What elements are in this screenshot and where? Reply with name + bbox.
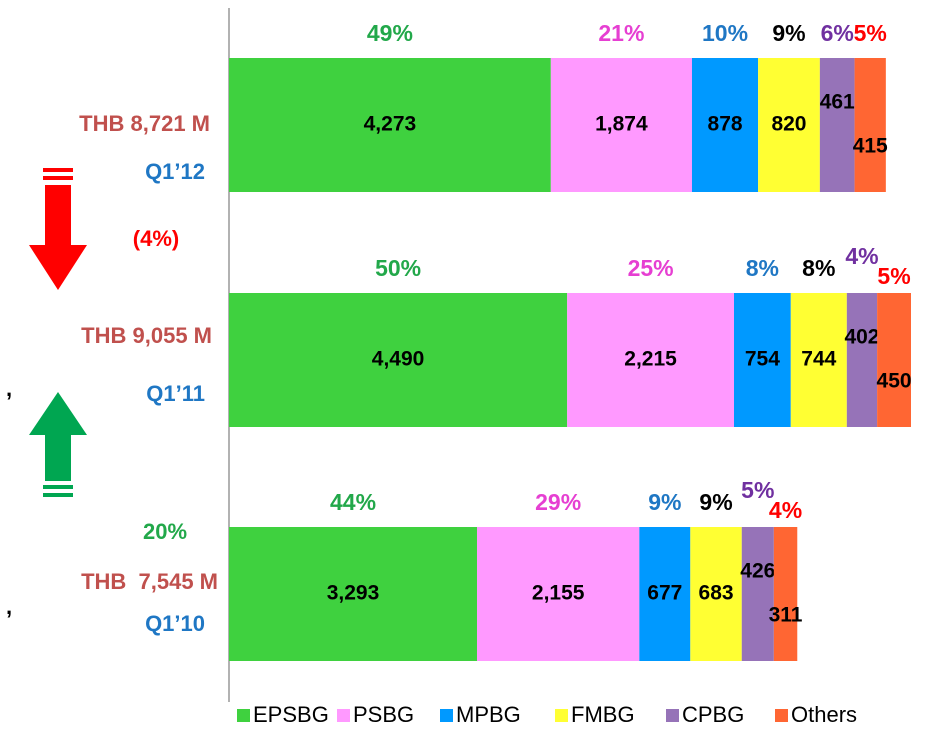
- bar-segment: [846, 293, 878, 427]
- annotation: THB 8,721 M: [79, 111, 210, 136]
- annotation: 20%: [143, 519, 187, 544]
- value-label: 683: [699, 582, 734, 605]
- legend-label: FMBG: [571, 702, 635, 727]
- percent-label: 8%: [802, 255, 835, 281]
- up-arrow: [29, 392, 87, 497]
- bar-segment: [567, 293, 735, 427]
- bar-segment: [229, 527, 478, 661]
- percent-label: 29%: [535, 489, 581, 515]
- bar-segment: [877, 293, 911, 427]
- percent-label: 5%: [877, 263, 910, 289]
- value-label: 1,874: [595, 113, 648, 136]
- legend-label: CPBG: [682, 702, 744, 727]
- value-label: 402: [844, 326, 879, 349]
- legend-label: EPSBG: [253, 702, 329, 727]
- legend-label: Others: [791, 702, 857, 727]
- category-label: Q1’11: [146, 381, 205, 406]
- value-label: 461: [820, 91, 855, 114]
- percent-label: 25%: [628, 255, 674, 281]
- category-label: Q1’10: [145, 611, 205, 636]
- value-label: 4,490: [372, 348, 425, 371]
- bar-segment: [758, 58, 820, 192]
- annotation: ,: [6, 594, 12, 619]
- percent-label: 49%: [367, 20, 413, 46]
- value-label: 3,293: [327, 582, 380, 605]
- annotation: THB 9,055 M: [81, 323, 212, 348]
- legend-swatch: [775, 709, 788, 722]
- legend-label: PSBG: [353, 702, 414, 727]
- category-label: Q1’12: [145, 159, 205, 184]
- percent-label: 6%: [821, 20, 854, 46]
- value-label: 754: [745, 348, 780, 371]
- legend-swatch: [237, 709, 250, 722]
- bar-segment: [819, 58, 855, 192]
- legend-swatch: [440, 709, 453, 722]
- bar-segment: [741, 527, 774, 661]
- percent-label: 21%: [598, 20, 644, 46]
- annotation: (4%): [133, 226, 179, 251]
- value-label: 2,215: [624, 348, 677, 371]
- bar-segment: [691, 58, 759, 192]
- bar-segment: [790, 293, 847, 427]
- bar-segment: [229, 58, 551, 192]
- value-label: 744: [801, 348, 836, 371]
- bar-segment: [229, 293, 568, 427]
- value-label: 878: [708, 113, 743, 136]
- legend-swatch: [555, 709, 568, 722]
- bar-segment: [690, 527, 742, 661]
- percent-label: 5%: [854, 20, 887, 46]
- value-label: 450: [877, 370, 912, 393]
- annotation: ,: [6, 376, 12, 401]
- percent-label: 50%: [375, 255, 421, 281]
- value-label: 4,273: [364, 113, 417, 136]
- value-label: 311: [769, 604, 803, 627]
- percent-label: 5%: [741, 477, 774, 503]
- legend-swatch: [337, 709, 350, 722]
- legend-swatch: [666, 709, 679, 722]
- bar-segment: [773, 527, 798, 661]
- bar-segment: [734, 293, 791, 427]
- legend-label: MPBG: [456, 702, 521, 727]
- value-label: 2,155: [532, 582, 585, 605]
- down-arrow: [29, 168, 87, 290]
- percent-label: 9%: [699, 489, 732, 515]
- value-label: 677: [647, 582, 682, 605]
- percent-label: 9%: [772, 20, 805, 46]
- percent-label: 4%: [845, 243, 878, 269]
- bar-segment: [550, 58, 692, 192]
- percent-label: 44%: [330, 489, 376, 515]
- percent-label: 4%: [769, 497, 802, 523]
- percent-label: 10%: [702, 20, 748, 46]
- bar-segment: [639, 527, 691, 661]
- annotation: THB 7,545 M: [81, 569, 218, 594]
- value-label: 426: [740, 560, 775, 583]
- percent-label: 9%: [648, 489, 681, 515]
- percent-label: 8%: [746, 255, 779, 281]
- bar-segment: [854, 58, 886, 192]
- bar-segment: [477, 527, 640, 661]
- value-label: 820: [771, 113, 806, 136]
- value-label: 415: [853, 135, 888, 158]
